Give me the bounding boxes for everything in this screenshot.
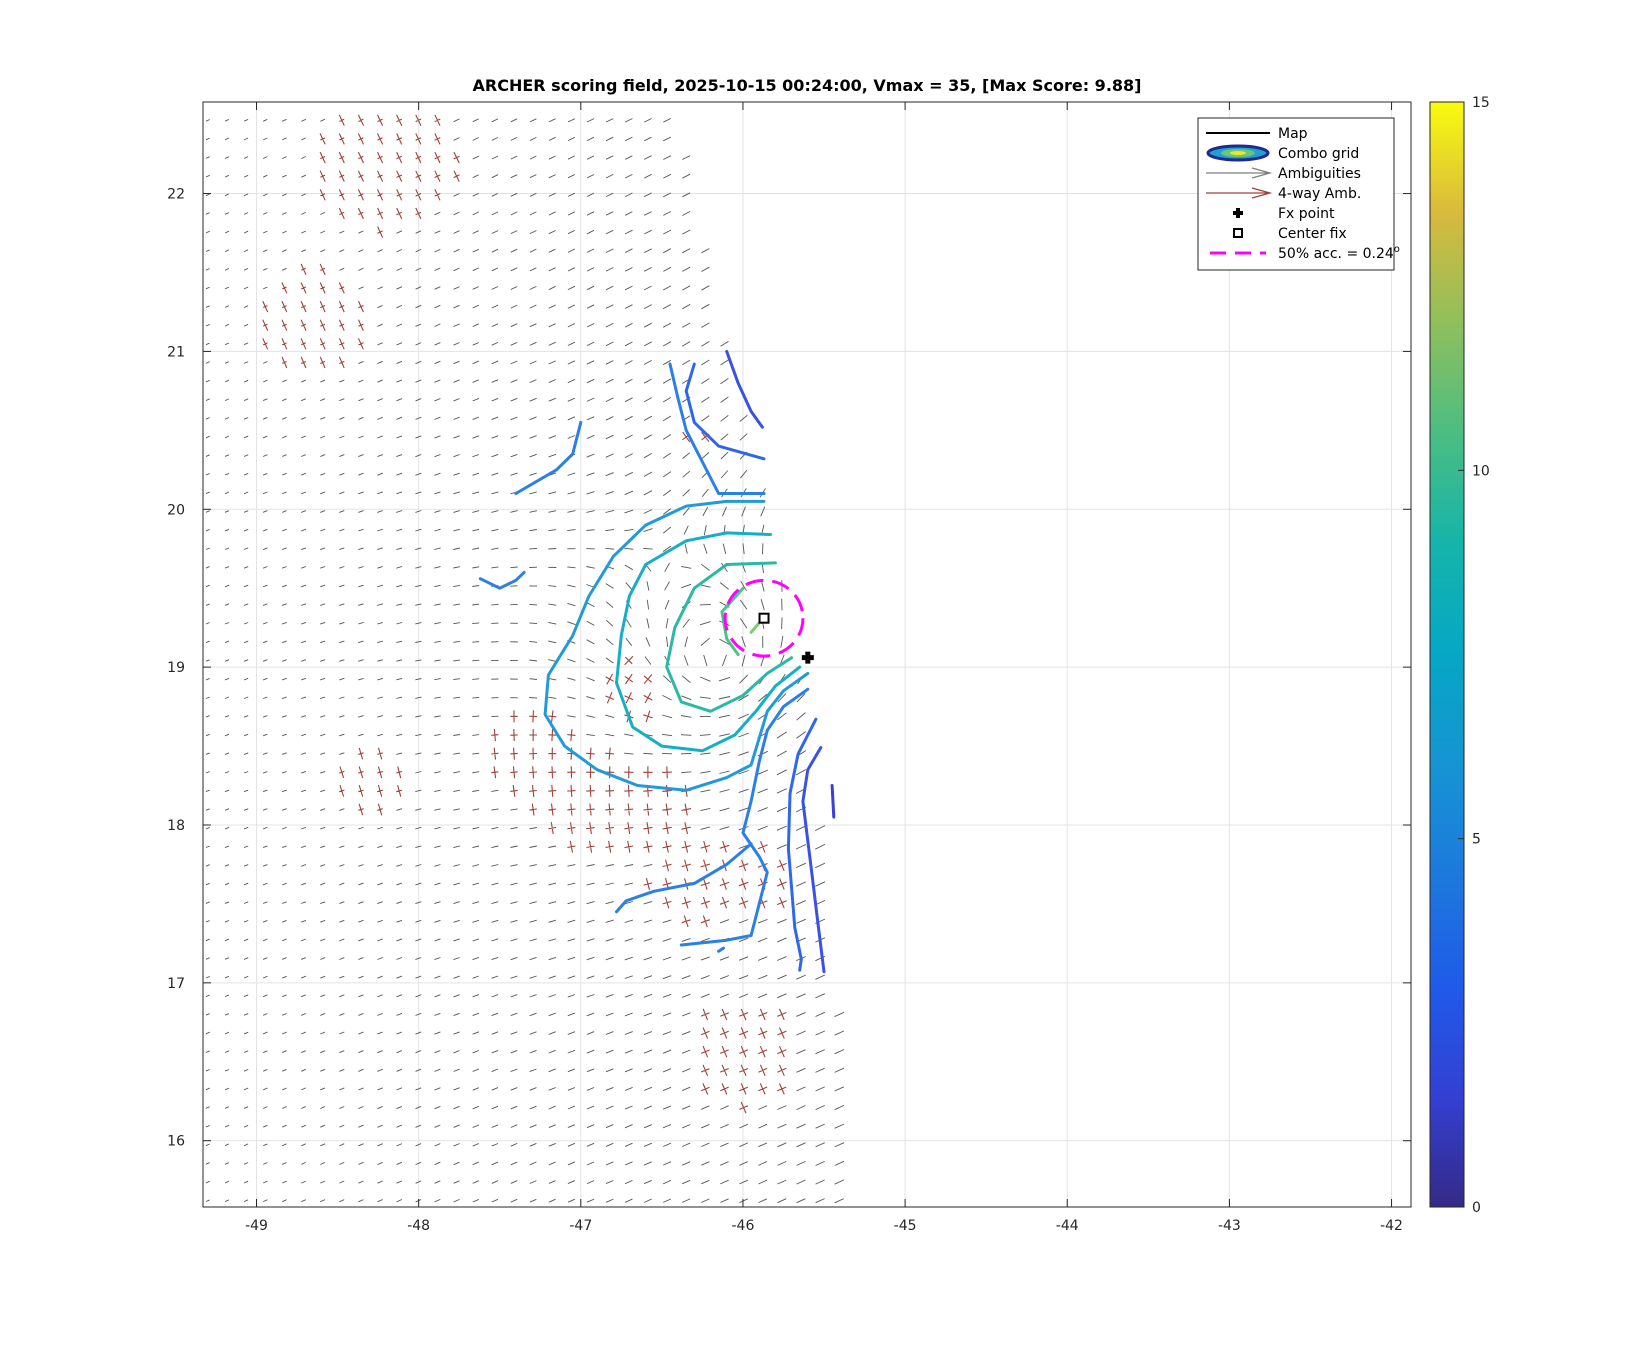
legend-label: Ambiguities (1278, 166, 1361, 182)
colorbar-tick-label: 5 (1472, 832, 1481, 848)
x-tick-label: -47 (569, 1218, 592, 1234)
legend-label: 50% acc. = 0.24o (1278, 244, 1400, 262)
y-tick-label: 16 (167, 1134, 185, 1150)
wind-vector-field (205, 114, 845, 1204)
score-contour (830, 784, 836, 819)
x-tick-label: -43 (1218, 1218, 1241, 1234)
legend-swatch-center-fix (1233, 228, 1243, 238)
score-contours (478, 349, 836, 974)
ambiguity-vectors (205, 117, 845, 1204)
legend-box (1197, 117, 1395, 271)
x-tick-label: -44 (1056, 1218, 1079, 1234)
x-tick-label: -46 (732, 1218, 755, 1234)
legend-label: Map (1278, 126, 1308, 142)
fix-markers (723, 578, 814, 664)
legend-swatch-arrow (1206, 167, 1273, 179)
score-contour (749, 621, 761, 634)
legend: Map Combo grid Ambiguities 4-way Amb. Fx poi… (1197, 117, 1400, 271)
legend-swatch-fx-point (1233, 208, 1243, 218)
legend-swatch-arrow (1206, 187, 1273, 199)
legend-label: Combo grid (1278, 146, 1359, 162)
score-contour (665, 561, 794, 713)
axis-ticks: -49 -48 -47 -46 -45 -44 -43 -42 16 17 18 19 20 21 22 (167, 102, 1411, 1234)
score-contour (801, 746, 826, 974)
score-contour (725, 349, 764, 429)
legend-swatch-combo-grid-core (1230, 151, 1246, 155)
score-contour (786, 717, 818, 972)
y-tick-label: 18 (167, 818, 185, 834)
score-contour (615, 842, 753, 914)
x-tick-label: -49 (245, 1218, 268, 1234)
score-contour (684, 362, 766, 461)
y-tick-label: 22 (167, 187, 185, 203)
y-tick-label: 21 (167, 344, 185, 360)
colorbar-tick-label: 0 (1472, 1200, 1481, 1216)
x-tick-label: -48 (407, 1218, 430, 1234)
x-tick-label: -45 (894, 1218, 917, 1234)
colorbar: 0 5 10 15 (1429, 95, 1490, 1216)
y-tick-label: 20 (167, 502, 185, 518)
colorbar-tick-label: 15 (1472, 95, 1490, 111)
score-contour (615, 531, 802, 753)
score-contour (543, 499, 810, 792)
chart-title: ARCHER scoring field, 2025-10-15 00:24:0… (473, 76, 1142, 95)
plot-frame (202, 101, 1412, 1208)
y-tick-label: 19 (167, 660, 185, 676)
score-contour (478, 570, 526, 590)
legend-label-superscript: o (1394, 244, 1400, 255)
accuracy-circle (723, 578, 805, 658)
center-fix-marker (758, 612, 770, 624)
colorbar-tick-label: 10 (1472, 463, 1490, 479)
score-contour (514, 420, 583, 495)
x-tick-label: -42 (1380, 1218, 1403, 1234)
y-tick-label: 17 (167, 976, 185, 992)
fx-point-marker (801, 651, 814, 664)
colorbar-gradient (1429, 101, 1465, 1208)
score-contour (668, 362, 766, 495)
four-way-ambiguity-vectors (262, 114, 787, 1114)
score-contour (717, 946, 725, 953)
legend-label: Center fix (1278, 226, 1347, 242)
legend-label: 4-way Amb. (1278, 186, 1361, 202)
legend-label: Fx point (1278, 206, 1335, 222)
